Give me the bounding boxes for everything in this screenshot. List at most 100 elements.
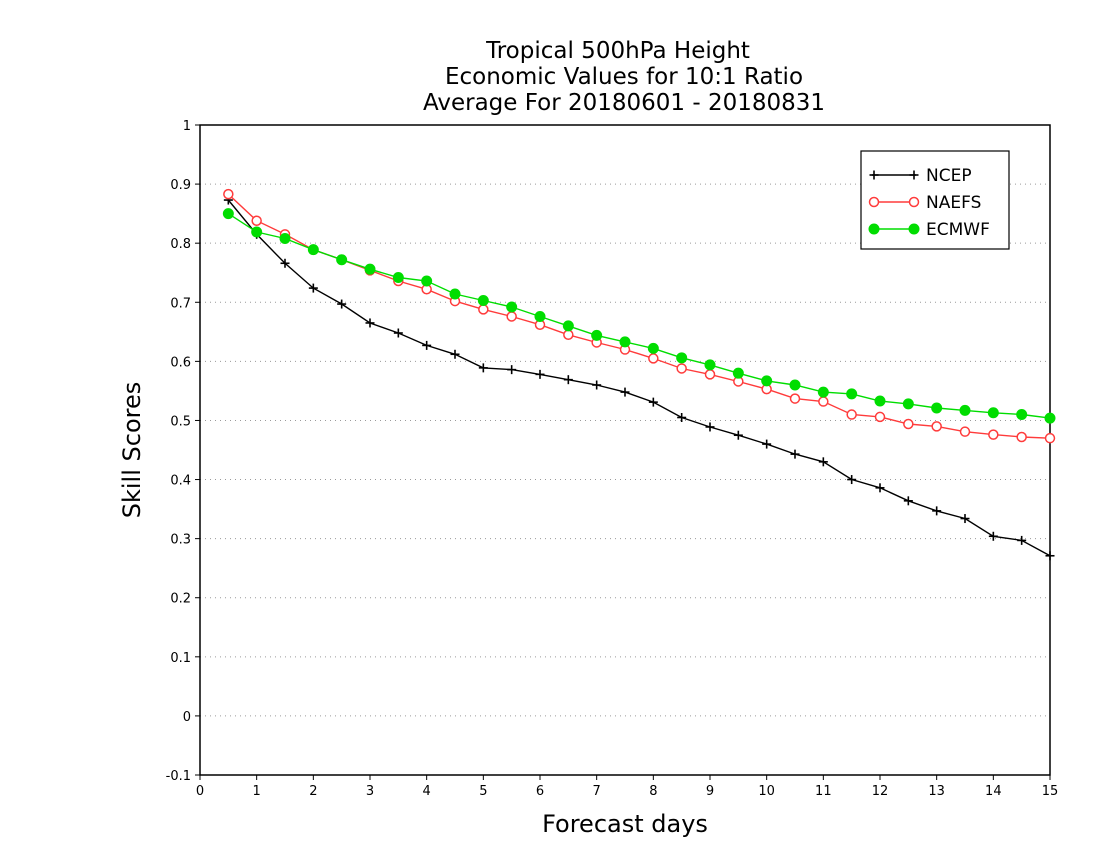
- x-tick-label: 1: [253, 784, 261, 799]
- y-tick-label: 0.6: [170, 355, 191, 370]
- data-point-ncep: [875, 483, 885, 493]
- x-tick-label: 5: [479, 784, 487, 799]
- data-point-ncep: [422, 340, 432, 350]
- x-tick-label: 2: [309, 784, 317, 799]
- series-layer: [222, 188, 1056, 561]
- data-point-ecmwf: [959, 404, 971, 416]
- series-ecmwf: [222, 208, 1056, 424]
- data-point-ncep: [988, 531, 998, 541]
- legend-label-ncep: NCEP: [926, 166, 972, 186]
- y-tick-label: 0.7: [170, 296, 191, 311]
- legend-items: NCEP NAEFS ECMWF: [868, 166, 990, 240]
- legend-item-ncep: NCEP: [869, 166, 972, 186]
- data-point-ncep: [903, 496, 913, 506]
- data-point-ncep: [507, 365, 517, 375]
- data-point-ecmwf: [931, 402, 943, 414]
- chart-title: Tropical 500hPa Height Economic Values f…: [423, 38, 825, 116]
- y-tick-label: 0.3: [170, 533, 191, 548]
- data-point-ncep: [1045, 551, 1055, 561]
- data-point-naefs: [931, 421, 942, 432]
- data-point-naefs: [1016, 431, 1027, 443]
- data-point-naefs: [648, 353, 659, 364]
- legend-item-naefs: NAEFS: [868, 193, 981, 213]
- title-line-3: Average For 20180601 - 20180831: [423, 90, 825, 116]
- data-point-ecmwf: [761, 375, 773, 387]
- data-point-ecmwf: [477, 295, 489, 306]
- data-point-ecmwf: [846, 388, 858, 400]
- x-axis-label: Forecast days: [542, 810, 708, 838]
- data-point-ncep: [1017, 535, 1027, 545]
- data-point-ncep: [620, 387, 630, 397]
- data-point-ecmwf: [874, 395, 886, 407]
- data-point-ecmwf: [222, 208, 234, 220]
- y-tick-label: 0.2: [170, 592, 191, 607]
- data-point-ecmwf: [817, 386, 829, 398]
- x-tick-label: 6: [536, 784, 544, 799]
- data-point-ncep: [648, 397, 658, 407]
- y-axis-label: Skill Scores: [118, 382, 146, 519]
- data-point-ncep: [365, 318, 375, 328]
- series-line-ncep: [227, 199, 1051, 557]
- y-tick-label: 0: [183, 710, 191, 725]
- data-point-ecmwf: [676, 352, 688, 364]
- legend-box: [860, 150, 1010, 250]
- legend-marker: [868, 223, 880, 235]
- data-point-ncep: [762, 439, 772, 449]
- x-tick-label: 11: [815, 784, 832, 799]
- legend: NCEP NAEFS ECMWF: [860, 150, 1010, 250]
- y-tick-label: 0.5: [170, 414, 191, 429]
- legend-marker: [909, 170, 919, 180]
- legend-marker: [869, 170, 879, 180]
- y-tick-label: 0.9: [170, 178, 191, 193]
- x-tick-label: 13: [928, 784, 945, 799]
- data-point-ncep: [847, 475, 857, 485]
- data-point-ecmwf: [1016, 409, 1028, 421]
- data-point-ecmwf: [619, 336, 631, 348]
- data-point-ecmwf: [449, 288, 461, 300]
- data-point-ncep: [790, 449, 800, 459]
- data-point-naefs: [223, 188, 234, 200]
- x-tick-label: 4: [423, 784, 431, 799]
- data-point-ncep: [308, 283, 318, 293]
- x-tick-label: 14: [985, 784, 1002, 799]
- data-point-ecmwf: [732, 367, 744, 379]
- data-point-naefs: [506, 311, 517, 322]
- data-point-ncep: [478, 363, 488, 373]
- legend-label-ecmwf: ECMWF: [926, 220, 990, 240]
- data-point-ecmwf: [336, 254, 348, 266]
- data-point-ecmwf: [1044, 412, 1056, 424]
- title-line-1: Tropical 500hPa Height: [485, 38, 750, 64]
- data-point-naefs: [789, 393, 801, 404]
- data-point-naefs: [846, 409, 857, 420]
- legend-marker: [908, 223, 920, 235]
- data-point-ecmwf: [279, 232, 291, 244]
- data-point-ncep: [280, 258, 290, 268]
- legend-item-ecmwf: ECMWF: [868, 220, 990, 240]
- plot-frame: [199, 124, 1051, 776]
- legend-label-naefs: NAEFS: [926, 193, 981, 213]
- data-point-ncep: [563, 375, 573, 385]
- y-tick-label: 1: [183, 119, 191, 134]
- data-point-naefs: [704, 369, 716, 380]
- x-tick-label: 10: [758, 784, 775, 799]
- data-point-ncep: [733, 430, 743, 440]
- data-point-ncep: [932, 506, 942, 516]
- data-point-naefs: [1044, 432, 1056, 444]
- y-tick-label: 0.8: [170, 237, 191, 252]
- data-point-ecmwf: [364, 263, 376, 275]
- data-point-ecmwf: [789, 379, 801, 391]
- data-point-ncep: [535, 369, 545, 379]
- data-point-ncep: [450, 349, 460, 359]
- x-tick-label: 0: [196, 784, 204, 799]
- data-point-ecmwf: [591, 329, 603, 341]
- data-point-ecmwf: [704, 359, 716, 371]
- x-tick-label: 9: [706, 784, 714, 799]
- data-point-naefs: [818, 396, 829, 407]
- y-tick-label: 0.4: [170, 474, 191, 489]
- data-point-ncep: [393, 328, 403, 338]
- x-tick-label: 15: [1042, 784, 1059, 799]
- series-ncep: [223, 195, 1055, 561]
- data-point-naefs: [251, 215, 262, 226]
- data-point-ecmwf: [647, 342, 659, 354]
